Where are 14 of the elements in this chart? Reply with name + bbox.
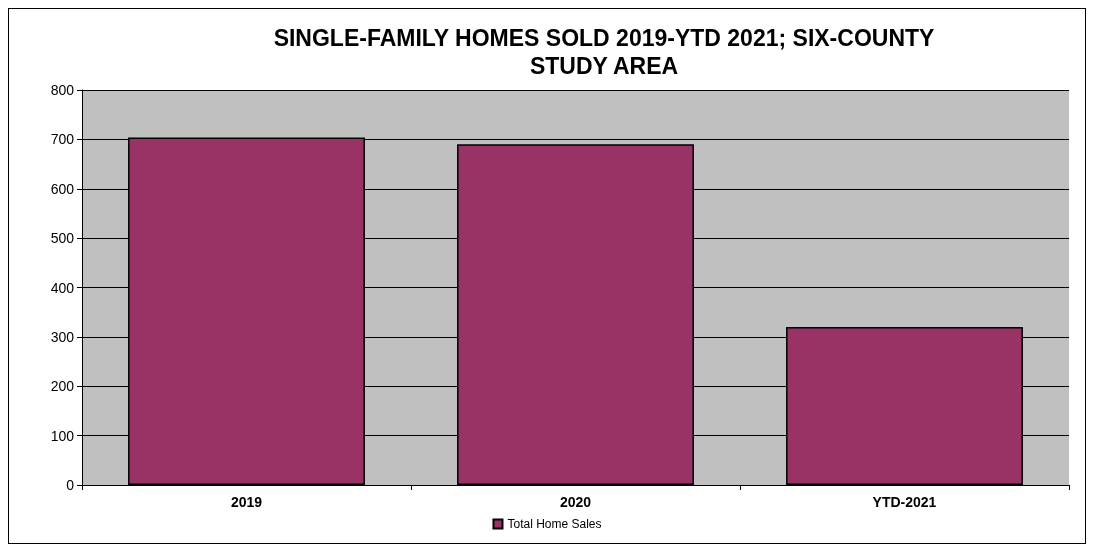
x-tick-label: YTD-2021 — [872, 494, 937, 510]
y-tick-label: 600 — [50, 180, 75, 197]
y-tick-label: 400 — [50, 279, 75, 296]
y-tick-label: 100 — [50, 427, 75, 444]
x-tick-label: 2019 — [230, 494, 263, 510]
y-tick-label: 800 — [50, 82, 75, 98]
chart-title: SINGLE-FAMILY HOMES SOLD 2019-YTD 2021; SIX-COUNTY STUDY AREA — [273, 25, 935, 79]
legend-label: Total Home Sales — [507, 517, 602, 531]
x-tick-label: 2020 — [559, 494, 592, 510]
y-tick-label: 500 — [50, 230, 75, 247]
y-tick-label: 0 — [66, 477, 75, 493]
y-tick-label: 300 — [50, 328, 75, 345]
y-tick-label: 200 — [50, 378, 75, 395]
y-tick-label: 700 — [50, 131, 75, 148]
